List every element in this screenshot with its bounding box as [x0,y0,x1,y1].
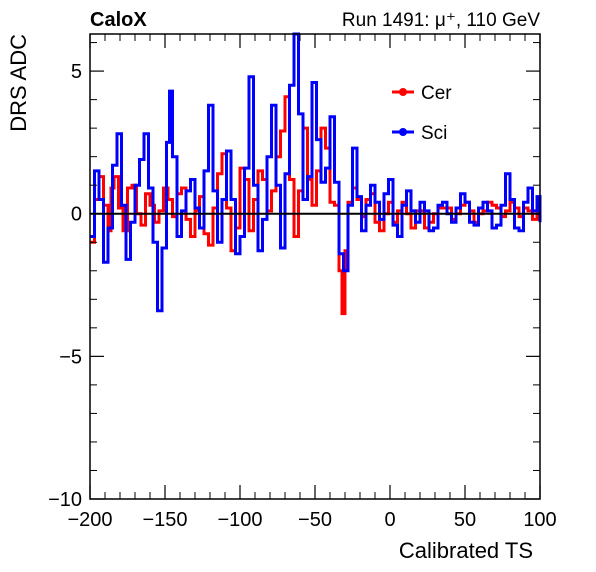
legend-label-cer: Cer [421,83,452,104]
axes-layer: −200 −150 −100 −50 0 50 100−10−505 [48,34,557,531]
y-tick-label: 5 [71,61,82,83]
legend-label-sci: Sci [421,123,447,144]
legend-marker-cer [399,88,407,96]
x-tick-label: 50 [454,509,476,531]
x-axis-title: Calibrated TS [399,538,533,563]
x-tick-label: −150 [142,509,187,531]
header-right-label: Run 1491: μ⁺, 110 GeV [342,10,540,31]
x-tick-label: −50 [298,509,332,531]
legend: Cer Sci [392,83,452,144]
y-axis-title: DRS ADC [6,34,31,132]
y-tick-label: −5 [59,346,82,368]
x-tick-label: 100 [523,509,556,531]
legend-marker-sci [399,128,407,136]
x-tick-label: −100 [217,509,262,531]
series-line-sci [90,32,542,313]
header-left-label: CaloX [90,9,147,31]
y-tick-label: 0 [71,204,82,226]
x-tick-label: 0 [384,509,395,531]
y-tick-label: −10 [48,489,82,511]
series-layer [90,32,542,316]
x-tick-label: −200 [67,509,112,531]
